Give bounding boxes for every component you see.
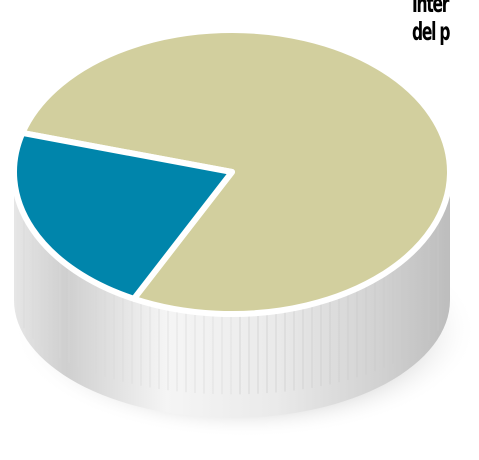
pie-slice-1 — [19, 27, 453, 317]
chart-caption-line-2: del p — [412, 17, 450, 46]
pie-slices — [11, 27, 453, 317]
chart-caption: Inter del p — [412, 0, 450, 46]
pie-slice-2 — [11, 129, 235, 302]
chart-caption-line-1: Inter — [412, 0, 449, 18]
